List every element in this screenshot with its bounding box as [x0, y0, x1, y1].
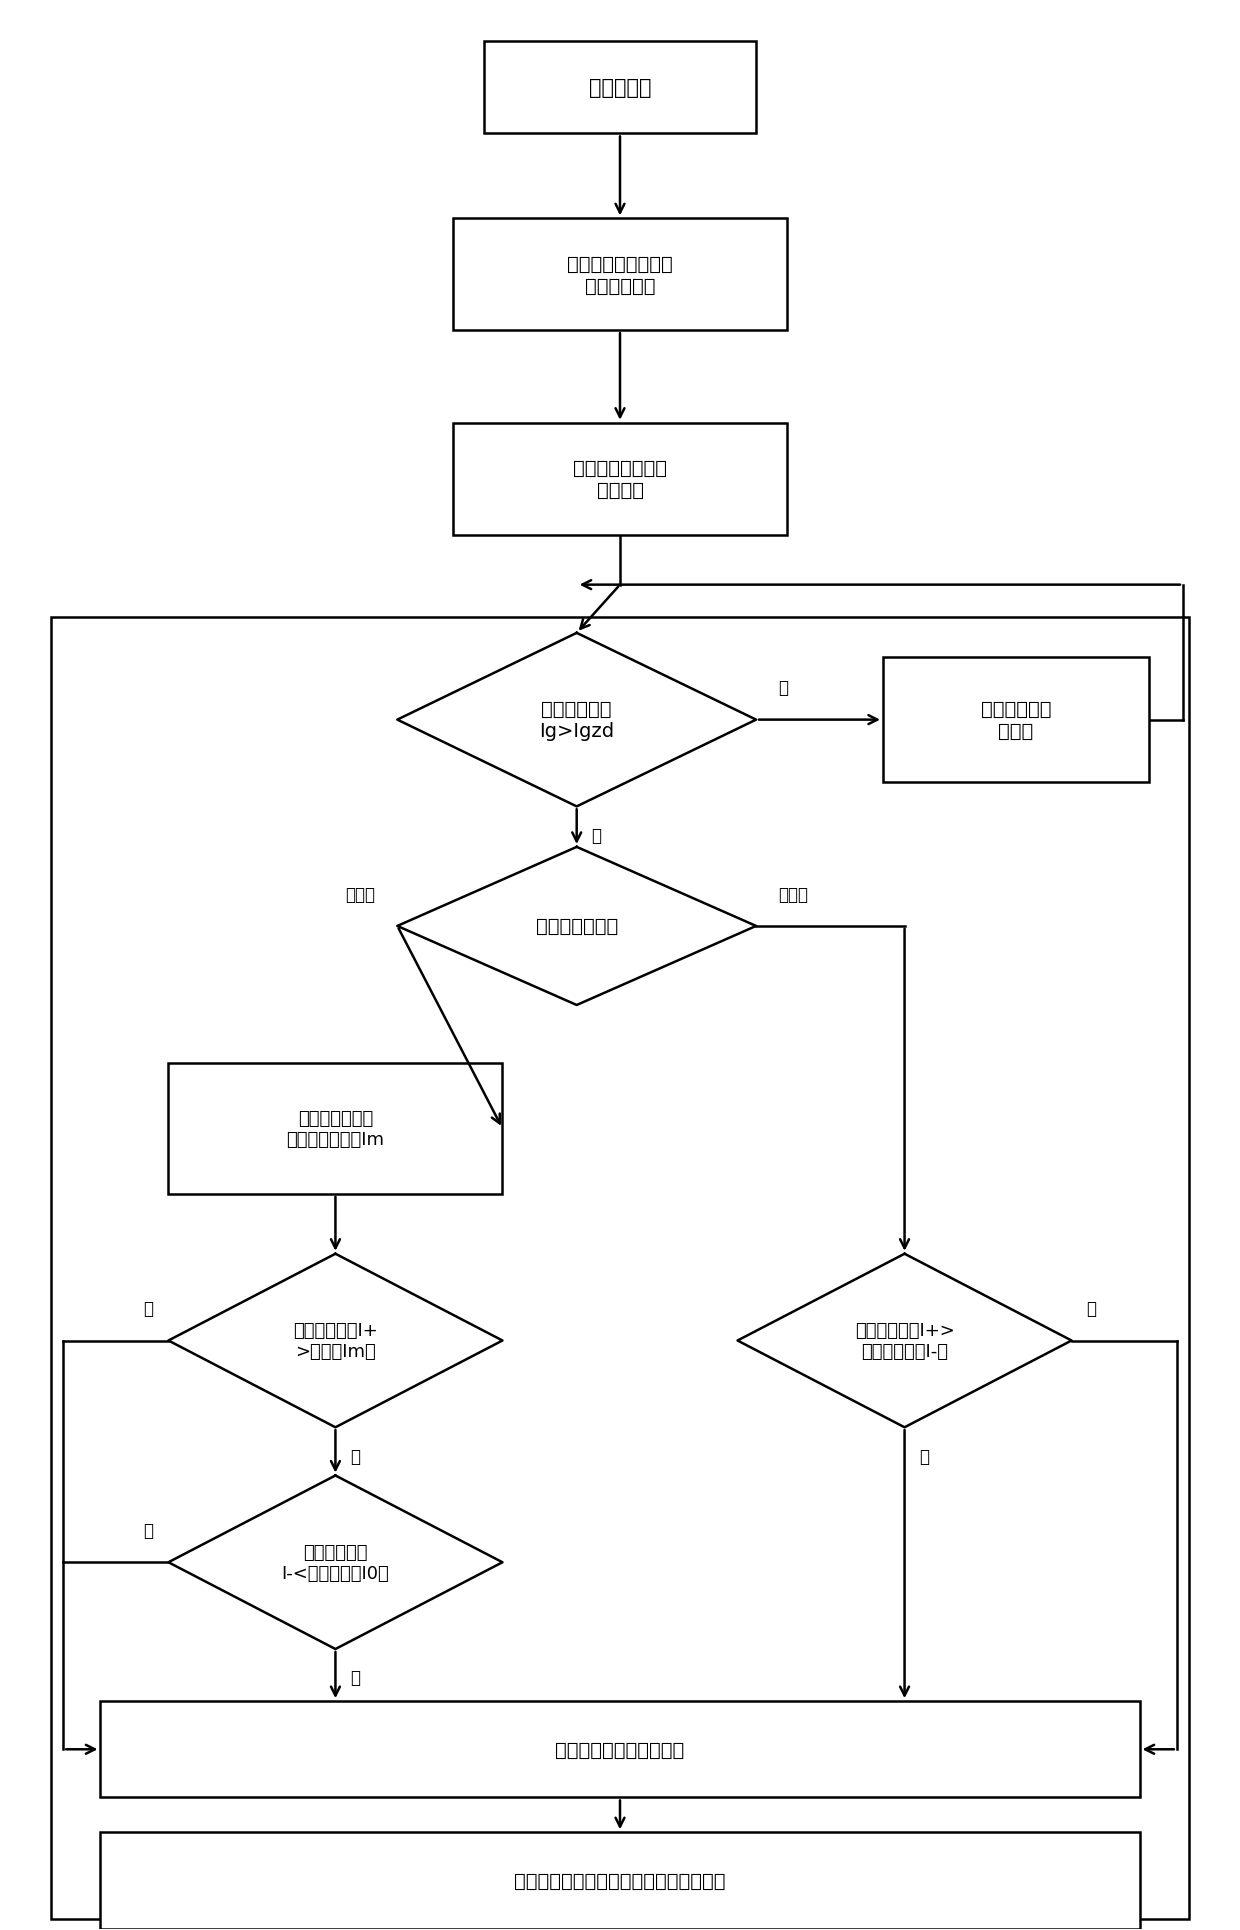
Text: 无列车: 无列车 [345, 886, 374, 903]
Polygon shape [169, 1476, 502, 1648]
FancyBboxPatch shape [169, 1063, 502, 1195]
FancyBboxPatch shape [100, 1832, 1140, 1928]
FancyBboxPatch shape [100, 1700, 1140, 1797]
Text: 是: 是 [350, 1448, 361, 1465]
Text: 根据历史数据，
计算动态门槛值Im: 根据历史数据， 计算动态门槛值Im [286, 1110, 384, 1148]
FancyBboxPatch shape [883, 658, 1149, 784]
Polygon shape [397, 633, 756, 807]
Polygon shape [738, 1254, 1071, 1428]
Text: 是: 是 [591, 826, 601, 843]
Text: 否: 否 [144, 1521, 154, 1540]
Text: 判断为该供电段正极接地: 判断为该供电段正极接地 [556, 1739, 684, 1758]
Text: 是否有列车运行: 是否有列车运行 [536, 917, 618, 936]
Polygon shape [397, 847, 756, 1006]
Text: 采集负极接地电流和
负极接地电压: 采集负极接地电流和 负极接地电压 [567, 255, 673, 295]
Text: 否: 否 [1086, 1299, 1096, 1318]
Text: 正极线路电流I+
>门槛值Im？: 正极线路电流I+ >门槛值Im？ [293, 1322, 378, 1361]
Text: 是: 是 [350, 1668, 361, 1687]
Text: 采集供电段正负极
线路电流: 采集供电段正负极 线路电流 [573, 459, 667, 500]
Text: 有列车: 有列车 [779, 886, 808, 903]
FancyBboxPatch shape [484, 42, 756, 135]
Text: 否: 否 [144, 1299, 154, 1318]
FancyBboxPatch shape [453, 423, 787, 535]
Text: 正极线路电流I+>
负极线路电流I-？: 正极线路电流I+> 负极线路电流I-？ [854, 1322, 955, 1361]
FancyBboxPatch shape [453, 220, 787, 330]
Text: 负极线路电流
I-<有流门槛值I0？: 负极线路电流 I-<有流门槛值I0？ [281, 1544, 389, 1583]
FancyBboxPatch shape [51, 618, 1189, 1918]
Text: 是: 是 [919, 1448, 930, 1465]
Text: 不参与故障逻
辑判断: 不参与故障逻 辑判断 [981, 701, 1052, 741]
Text: 负极接地电流
Ig>Igzd: 负极接地电流 Ig>Igzd [539, 701, 614, 741]
Text: 否: 否 [779, 679, 789, 697]
Text: 参数初始化: 参数初始化 [589, 77, 651, 98]
Polygon shape [169, 1254, 502, 1428]
Text: 跳开连接正极接地的供电段进线正极开关: 跳开连接正极接地的供电段进线正极开关 [515, 1870, 725, 1889]
